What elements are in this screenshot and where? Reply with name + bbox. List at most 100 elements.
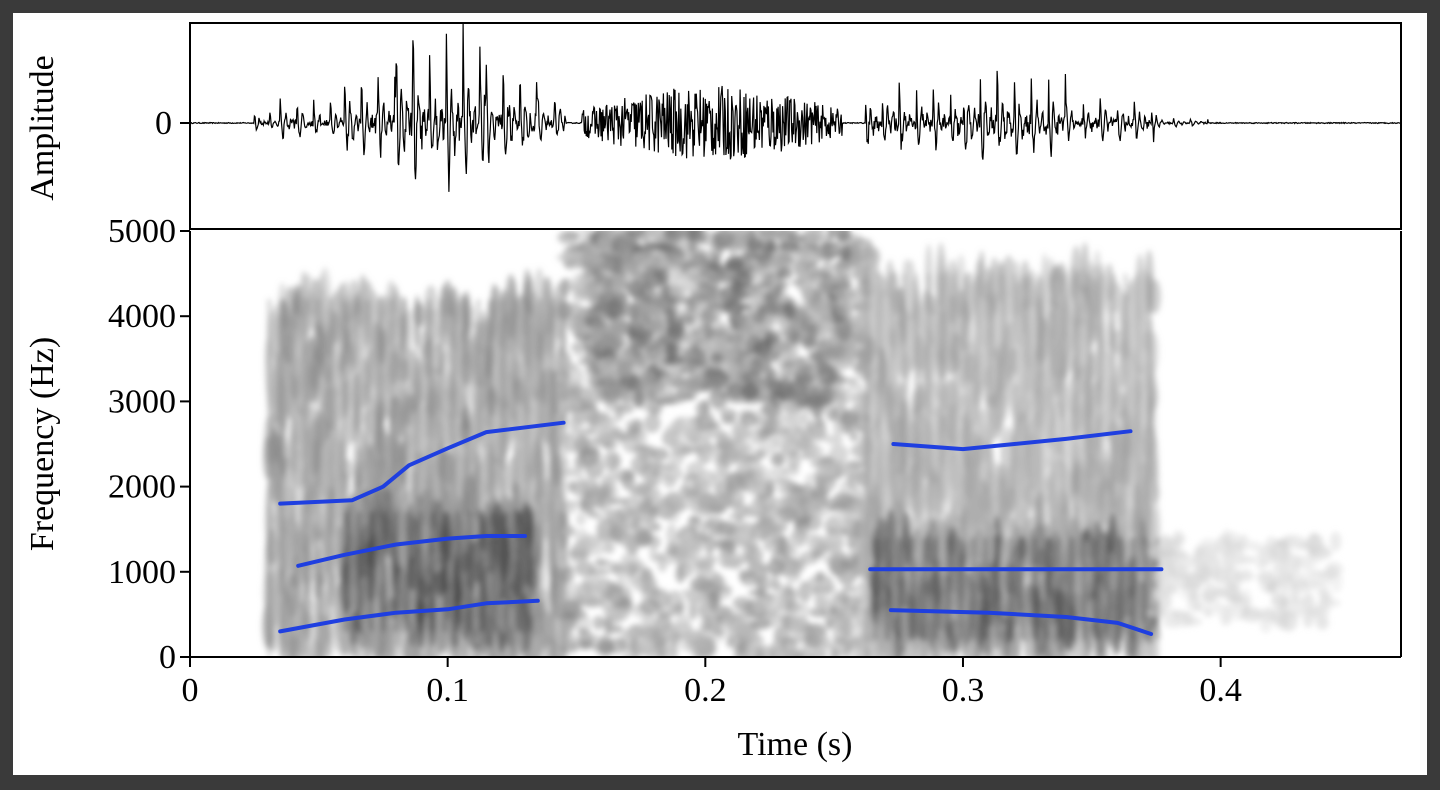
spectrogram-energy-blob	[849, 431, 859, 442]
spectrogram-energy-blob	[724, 487, 745, 509]
spectrogram-energy-blob	[662, 622, 678, 632]
spectrogram-striation	[501, 299, 505, 657]
spectrogram-energy-blob	[322, 614, 331, 657]
spectrogram-energy-blob	[270, 316, 281, 358]
spectrogram-energy-blob	[609, 522, 623, 542]
spectrogram-energy-blob	[771, 341, 783, 353]
spectrogram-energy-blob	[618, 355, 635, 372]
spectrogram-energy-blob	[270, 425, 279, 482]
spectrogram-striation	[414, 299, 419, 657]
spectrogram-striation	[513, 299, 518, 657]
spectrogram-energy-blob	[674, 613, 691, 634]
spectrogram-energy-blob	[840, 464, 856, 476]
spectrogram-energy-blob	[654, 635, 668, 657]
spectrogram-energy-blob	[753, 597, 765, 615]
spectrogram-energy-blob	[577, 427, 594, 437]
spectrogram-energy-blob	[430, 458, 441, 511]
spectrogram-energy-blob	[767, 563, 780, 571]
spectrogram-energy-blob	[778, 267, 793, 280]
spectrogram-striation	[476, 299, 481, 657]
spectrogram-energy-blob	[834, 358, 846, 374]
spectrogram-energy-blob	[707, 431, 725, 439]
spectrogram-energy-blob	[514, 380, 526, 405]
spectrogram-energy-blob	[571, 541, 588, 563]
spectrogram-energy-group	[262, 231, 1344, 657]
spectrogram-energy-blob	[347, 534, 359, 587]
spectrogram-energy-blob	[704, 534, 716, 554]
spectrogram-energy-blob	[709, 591, 718, 611]
spectrogram-energy-blob	[827, 278, 843, 286]
spectrogram-energy-blob	[688, 294, 708, 302]
spectrogram-energy-blob	[676, 563, 694, 578]
spectrogram-striation	[393, 512, 398, 632]
spectrogram-energy-blob	[784, 411, 806, 426]
spectrogram-energy-blob	[835, 296, 851, 318]
spectrogram-energy-blob	[835, 391, 847, 402]
spectrogram-energy-blob	[626, 426, 640, 436]
spectrogram-energy-blob	[664, 307, 676, 324]
spectrogram-energy-blob	[634, 381, 645, 393]
spectrogram-energy-blob	[620, 384, 630, 405]
spectrogram-striation	[439, 299, 444, 657]
spectrogram-energy-blob	[780, 241, 801, 251]
spectrogram-energy-blob	[432, 346, 442, 370]
spectrogram-striation	[344, 512, 349, 632]
spectrogram-energy-blob	[686, 589, 707, 606]
spectrogram-energy-blob	[648, 544, 658, 562]
spectrogram-striation	[291, 299, 296, 657]
spectrogram-energy-blob	[742, 521, 753, 542]
spectrogram-energy-blob	[556, 253, 572, 262]
spectrogram-energy-blob	[610, 316, 630, 339]
spectrogram-striation	[865, 273, 870, 657]
spectrogram-energy-blob	[619, 234, 630, 256]
spectrogram-striation	[356, 512, 361, 632]
spectrogram-energy-blob	[664, 260, 685, 270]
spectrogram-energy-blob	[840, 245, 853, 260]
spectrogram-striation	[378, 299, 382, 657]
spectrogram-energy-blob	[721, 615, 738, 633]
spectrogram-energy-blob	[471, 595, 480, 631]
spectrogram-energy-blob	[639, 281, 653, 302]
spectrogram-striation	[402, 299, 407, 657]
spectrogram-energy-blob	[597, 639, 615, 656]
spectrogram-energy-blob	[789, 330, 800, 344]
spectrogram-energy-blob	[639, 598, 661, 615]
spectrogram-striation	[504, 512, 509, 632]
spectrogram-energy-blob	[815, 461, 837, 478]
spectrogram-energy-blob	[806, 420, 816, 433]
spectrogram-energy-blob	[557, 561, 571, 569]
spectrogram-energy-blob	[612, 591, 622, 604]
spectrogram-energy-blob	[839, 558, 861, 569]
spectrogram-energy-blob	[603, 541, 615, 554]
spectrogram-energy-blob	[483, 501, 491, 539]
spectrogram-energy-blob	[907, 259, 916, 315]
spectrogram-energy-blob	[580, 396, 600, 406]
spectrogram-energy-blob	[763, 294, 775, 308]
spectrogram-energy-blob	[692, 549, 703, 565]
spectrogram-energy-blob	[708, 277, 726, 285]
spectrogram-energy	[262, 231, 1344, 657]
spectrogram-energy-blob	[758, 516, 775, 525]
spectrogram-energy-blob	[754, 447, 764, 460]
spectrogram-energy-blob	[956, 289, 965, 318]
spectrogram-energy-blob	[782, 495, 803, 506]
spectrogram-energy-blob	[640, 574, 657, 591]
spectrogram-striation	[492, 512, 497, 632]
spectrogram-energy-blob	[685, 488, 699, 497]
spectrogram-energy-blob	[670, 376, 691, 387]
spectrogram-energy-blob	[741, 382, 761, 400]
spectrogram-energy-blob	[700, 412, 716, 426]
spectrogram-striation	[353, 299, 358, 657]
spectrogram-striation	[537, 299, 542, 657]
spectrogram-energy-blob	[777, 379, 793, 392]
spectrogram-energy-blob	[788, 615, 803, 631]
spectrogram-energy-blob	[792, 587, 811, 600]
spectrogram-striation	[328, 299, 333, 657]
spectrogram-energy-blob	[840, 421, 851, 435]
spectrogram-striation	[427, 299, 432, 657]
spectrogram-energy-blob	[540, 501, 553, 524]
spectrogram-energy-blob	[560, 278, 570, 298]
spectrogram-energy-blob	[745, 546, 764, 567]
spectrogram-energy-blob	[724, 257, 744, 271]
spectrogram-energy-blob	[834, 592, 843, 611]
